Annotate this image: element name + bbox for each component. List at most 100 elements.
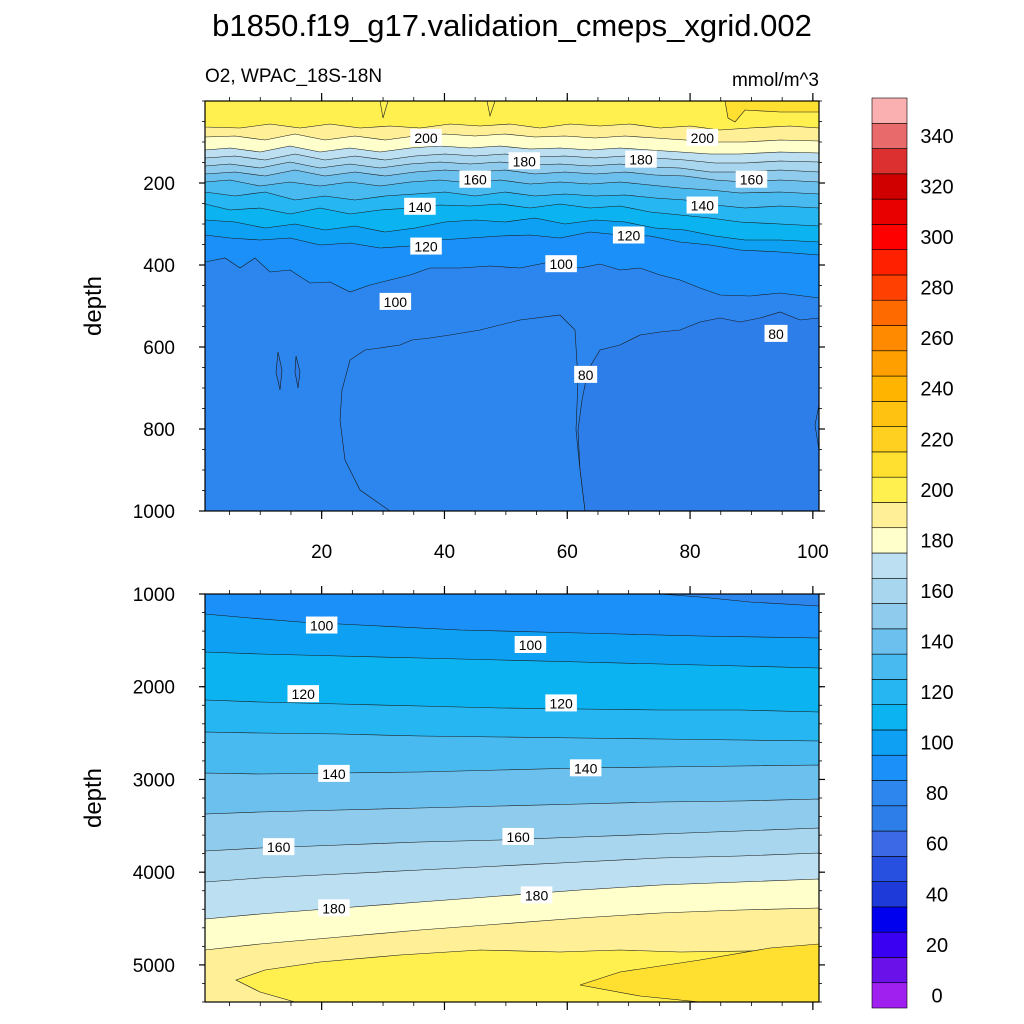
colorbar-box	[871, 679, 908, 705]
colorbar-box	[871, 552, 908, 579]
colorbar-box	[871, 729, 908, 756]
colorbar-box	[871, 173, 908, 200]
upper-contour-label-text: 160	[463, 172, 487, 188]
lower-contour-label-text: 160	[267, 839, 291, 855]
colorbar-box	[871, 224, 908, 250]
upper-contour-label-box	[612, 226, 645, 244]
upper-y-tick-label: 400	[143, 256, 175, 277]
upper-contour-label-box	[410, 237, 442, 255]
upper-y-tick-label: 600	[143, 338, 175, 359]
colorbar-box	[871, 628, 908, 655]
upper-contour-label: 140	[404, 197, 436, 215]
colorbar-box	[871, 906, 908, 933]
colorbar-box	[871, 805, 908, 832]
colorbar-box	[871, 502, 908, 529]
contour-80-blob-small	[275, 351, 283, 391]
upper-contour-label: 120	[410, 237, 442, 255]
upper-y-axis-label: depth	[80, 276, 107, 336]
lower-band-80	[659, 594, 819, 607]
colorbar-label: 0	[931, 985, 942, 1007]
upper-contour-label-text: 200	[414, 130, 438, 146]
colorbar-box	[871, 603, 908, 630]
upper-contour-label: 160	[735, 170, 768, 188]
upper-x-tick-label: 80	[679, 542, 700, 563]
upper-depth-section: 200 400 600 800 1000 20 40 60 80 100 200 200 180 18…	[133, 93, 829, 563]
colorbar-label: 300	[920, 227, 953, 249]
colorbar-box	[871, 780, 908, 807]
lower-contour-label-box	[287, 685, 319, 703]
upper-contour-label-box	[410, 128, 442, 146]
colorbar-box	[871, 881, 908, 908]
colorbar-label: 260	[920, 328, 953, 350]
chart-title: b1850.f19_g17.validation_cmeps_xgrid.002	[212, 8, 812, 43]
lower-contour-labels: 100 100 120 120 140 140 160 160 180 180	[262, 616, 602, 917]
colorbar-label: 200	[920, 480, 953, 502]
lower-contour-label-box	[545, 694, 577, 712]
upper-contour-label-box	[764, 324, 788, 342]
upper-contour-label: 100	[379, 292, 412, 310]
colorbar-box	[871, 451, 908, 478]
upper-contour-label: 200	[686, 128, 719, 146]
upper-x-tick-label: 20	[311, 542, 332, 563]
colorbar-box	[871, 350, 908, 377]
colorbar: 0 20 40 60 80 100 120 140 160 180 200 220 240 260 280 3…	[871, 97, 954, 1009]
colorbar-box	[871, 426, 908, 453]
colorbar-label: 340	[920, 126, 953, 148]
lower-contour-label: 120	[545, 694, 577, 712]
lower-y-tick-label: 5000	[133, 956, 175, 977]
upper-contour-label-box	[379, 292, 412, 310]
colorbar-box	[871, 957, 908, 984]
colorbar-label: 20	[926, 935, 948, 957]
upper-contour-label: 180	[508, 152, 541, 170]
colorbar-box	[871, 148, 908, 175]
lower-contour-label-text: 140	[322, 766, 346, 782]
colorbar-box	[871, 527, 908, 554]
upper-x-tick-label: 100	[797, 542, 829, 563]
upper-y-tick-label: 800	[143, 420, 175, 441]
upper-contour-label-box	[625, 150, 657, 168]
upper-contour-labels: 200 200 180 180 160 160 140 140 120 120 100 100 80 80	[379, 128, 788, 383]
upper-contour-label-text: 120	[414, 239, 438, 255]
lower-contour-label-text: 100	[310, 618, 334, 634]
colorbar-boxes	[871, 97, 908, 1009]
upper-contour-label: 100	[545, 255, 577, 273]
contour-200-to-210-band	[205, 101, 819, 131]
lower-contour-label-box	[502, 827, 534, 845]
upper-y-tick-label: 1000	[133, 502, 175, 523]
colorbar-box	[871, 97, 908, 124]
upper-contour-label: 140	[686, 196, 719, 214]
upper-contour-label: 80	[764, 324, 788, 342]
lower-y-tick-label: 2000	[133, 678, 175, 699]
lower-y-tick-label: 3000	[133, 770, 175, 791]
colorbar-box	[871, 653, 908, 680]
lower-contour-label-box	[318, 899, 350, 917]
contour-210-surface-region	[205, 101, 819, 123]
contour-90-region-left	[339, 314, 586, 511]
units-label: mmol/m^3	[732, 70, 819, 91]
upper-contour-label-text: 180	[629, 152, 653, 168]
colorbar-box	[871, 830, 908, 857]
colorbar-box	[871, 401, 908, 427]
lower-contour-label-box	[318, 764, 350, 782]
colorbar-label: 180	[920, 530, 953, 552]
colorbar-box	[871, 754, 908, 781]
upper-contour-label-box	[735, 170, 768, 188]
lower-contour-label: 140	[318, 764, 350, 782]
colorbar-box	[871, 249, 908, 276]
upper-contour-label-box	[686, 196, 719, 214]
colorbar-box	[871, 931, 908, 958]
lower-contour-label: 160	[502, 827, 534, 845]
upper-contour-label-text: 200	[691, 130, 715, 146]
colorbar-box	[871, 198, 908, 225]
upper-contour-label-box	[545, 255, 577, 273]
upper-contour-label-text: 100	[384, 294, 408, 310]
colorbar-label: 120	[920, 682, 953, 704]
upper-contour-label: 200	[410, 128, 442, 146]
contour-80-region-right	[577, 311, 819, 511]
colorbar-label: 280	[920, 278, 953, 300]
lower-contour-label-text: 180	[322, 900, 346, 916]
upper-contour-label-text: 180	[513, 153, 537, 169]
lower-y-axis-label: depth	[80, 768, 107, 828]
